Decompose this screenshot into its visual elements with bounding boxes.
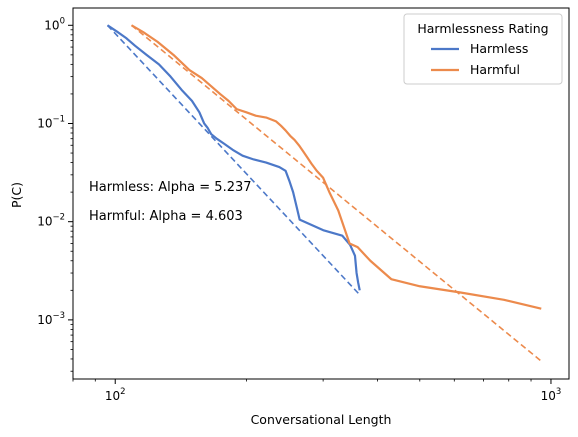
fit-line-harmful [131, 24, 542, 362]
series-line-harmless [106, 24, 361, 291]
fit-line-harmless [106, 24, 361, 296]
annotation-harmless-alpha: Harmless: Alpha = 5.237 [89, 180, 252, 195]
legend-label-harmful: Harmful [470, 62, 520, 77]
legend: Harmlessness Rating Harmless Harmful [403, 13, 563, 85]
legend-label-harmless: Harmless [470, 41, 528, 56]
y-axis-label: P(C) [9, 182, 24, 208]
y-tick-label: 10−2 [37, 213, 65, 229]
legend-title: Harmlessness Rating [417, 21, 548, 36]
y-tick-label: 100 [44, 16, 65, 32]
y-tick-label: 10−3 [37, 311, 65, 327]
y-tick-label: 10−1 [37, 114, 65, 130]
x-tick-label: 102 [105, 387, 126, 403]
plot-frame [72, 7, 570, 380]
series-line-harmful [130, 24, 542, 310]
x-tick-label: 103 [541, 387, 562, 403]
legend-box [403, 13, 563, 85]
x-axis-label: Conversational Length [251, 412, 392, 427]
annotation-harmful-alpha: Harmful: Alpha = 4.603 [89, 209, 243, 224]
